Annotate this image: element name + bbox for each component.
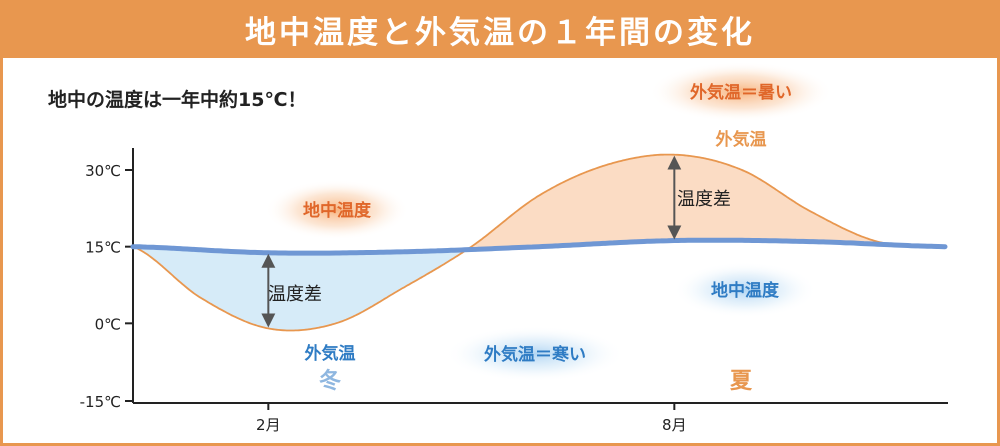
cold-air-label: 外気温＝寒い <box>484 344 586 365</box>
winter-difference-label: 温度差 <box>268 284 322 305</box>
air-temperature-line <box>132 153 946 332</box>
title-bar: 地中温度と外気温の１年間の変化 <box>0 0 1000 58</box>
season-label-winter: 冬 <box>319 368 341 394</box>
ground-temperature-line <box>130 237 948 256</box>
summer-difference-label: 温度差 <box>677 189 731 210</box>
air-temperature-label-winter: 外気温 <box>305 343 356 364</box>
ground-label-glow-winter <box>265 180 409 240</box>
y-tick-label: 0℃ <box>95 315 121 333</box>
cold-label-glow <box>445 326 625 382</box>
chart-title: 地中温度と外気温の１年間の変化 <box>245 14 755 51</box>
season-label-summer: 夏 <box>730 369 753 394</box>
ground-temperature-label-summer: 地中温度 <box>711 280 780 301</box>
chart-subtitle: 地中の温度は一年中約15℃！ <box>48 88 306 111</box>
ground-label-glow-summer <box>673 262 817 318</box>
winter-difference-area <box>133 246 472 331</box>
y-tick-label: 30℃ <box>85 162 121 180</box>
ground-temperature-label-winter: 地中温度 <box>303 200 372 221</box>
x-tick-label: 8月 <box>662 416 687 434</box>
y-tick-label: -15℃ <box>80 393 121 411</box>
hot-label-glow <box>649 62 833 122</box>
y-tick-label: 15℃ <box>85 239 121 257</box>
x-tick-label: 2月 <box>256 416 281 434</box>
air-temperature-label-summer: 外気温 <box>716 129 767 150</box>
summer-difference-area <box>471 154 945 250</box>
hot-air-label: 外気温＝暑い <box>690 82 792 103</box>
